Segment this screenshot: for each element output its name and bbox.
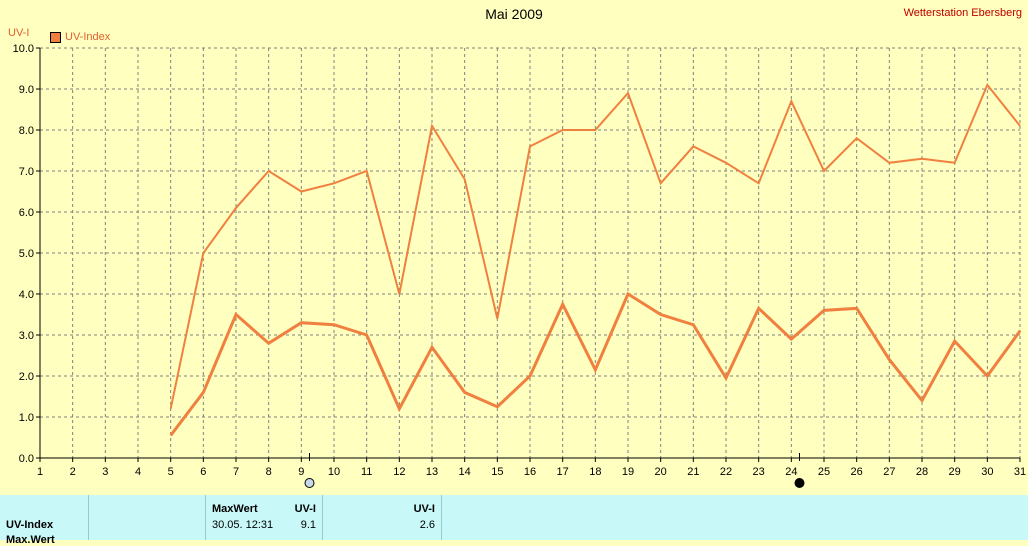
marker-open [305, 479, 314, 488]
y-tick-label: 2.0 [19, 371, 34, 383]
x-tick-label: 5 [168, 466, 174, 478]
y-tick-label: 1.0 [19, 412, 34, 424]
x-tick-label: 29 [949, 466, 961, 478]
x-tick-label: 24 [785, 466, 797, 478]
station-name: Wetterstation Ebersberg [904, 7, 1022, 19]
summary-row-label-maxwert: Max.Wert [6, 534, 55, 546]
x-tick-label: 11 [361, 466, 372, 478]
x-tick-label: 22 [720, 466, 732, 478]
x-tick-label: 20 [655, 466, 667, 478]
summary-col-max: MaxWert UV-I 30.05. 12:31 9.1 [206, 495, 323, 540]
chart-title: Mai 2009 [0, 6, 1028, 22]
summary-col-mean: UV-I 2.6 [323, 495, 442, 540]
summary-max-value: 9.1 [301, 519, 316, 531]
summary-max-datetime: 30.05. 12:31 [212, 519, 273, 531]
x-tick-label: 16 [524, 466, 536, 478]
summary-header-maxwert: MaxWert [212, 503, 258, 515]
x-tick-label: 28 [916, 466, 928, 478]
x-tick-label: 19 [622, 466, 634, 478]
x-tick-label: 18 [589, 466, 601, 478]
y-tick-label: 5.0 [19, 248, 34, 260]
summary-table: UV-Index Max.Wert MaxWert UV-I 30.05. 12… [0, 495, 1028, 540]
summary-row-label-uv-index: UV-Index [6, 519, 53, 531]
x-tick-label: 27 [883, 466, 895, 478]
y-tick-label: 7.0 [19, 166, 34, 178]
x-tick-label: 6 [200, 466, 206, 478]
legend: UV-Index [50, 31, 110, 43]
x-tick-label: 15 [491, 466, 503, 478]
x-tick-label: 7 [233, 466, 239, 478]
summary-col-label: UV-Index Max.Wert [0, 495, 89, 540]
y-tick-label: 4.0 [19, 289, 34, 301]
x-tick-label: 31 [1014, 466, 1026, 478]
x-tick-label: 13 [426, 466, 438, 478]
x-tick-label: 1 [37, 466, 43, 478]
marker-filled [795, 479, 804, 488]
y-tick-label: 8.0 [19, 125, 34, 137]
x-tick-label: 12 [393, 466, 405, 478]
x-tick-label: 30 [981, 466, 993, 478]
x-tick-label: 23 [753, 466, 765, 478]
summary-header-uvi-2: UV-I [414, 503, 435, 515]
legend-swatch [50, 32, 61, 43]
x-tick-label: 9 [298, 466, 304, 478]
x-tick-label: 14 [459, 466, 471, 478]
x-tick-label: 25 [818, 466, 830, 478]
y-tick-label: 10.0 [13, 43, 34, 55]
x-tick-label: 3 [102, 466, 108, 478]
summary-header-uvi: UV-I [295, 503, 316, 515]
x-tick-label: 10 [328, 466, 340, 478]
x-tick-label: 2 [70, 466, 76, 478]
y-tick-label: 6.0 [19, 207, 34, 219]
y-tick-label: 0.0 [19, 453, 34, 465]
y-tick-label: 3.0 [19, 330, 34, 342]
legend-label: UV-Index [65, 31, 110, 43]
summary-col-empty [89, 495, 206, 540]
x-tick-label: 21 [687, 466, 699, 478]
summary-mean-value: 2.6 [420, 519, 435, 531]
x-tick-label: 26 [851, 466, 863, 478]
x-tick-label: 8 [266, 466, 272, 478]
x-tick-label: 4 [135, 466, 141, 478]
y-tick-label: 9.0 [19, 84, 34, 96]
y-axis-unit: UV-I [8, 27, 29, 39]
x-tick-label: 17 [557, 466, 569, 478]
